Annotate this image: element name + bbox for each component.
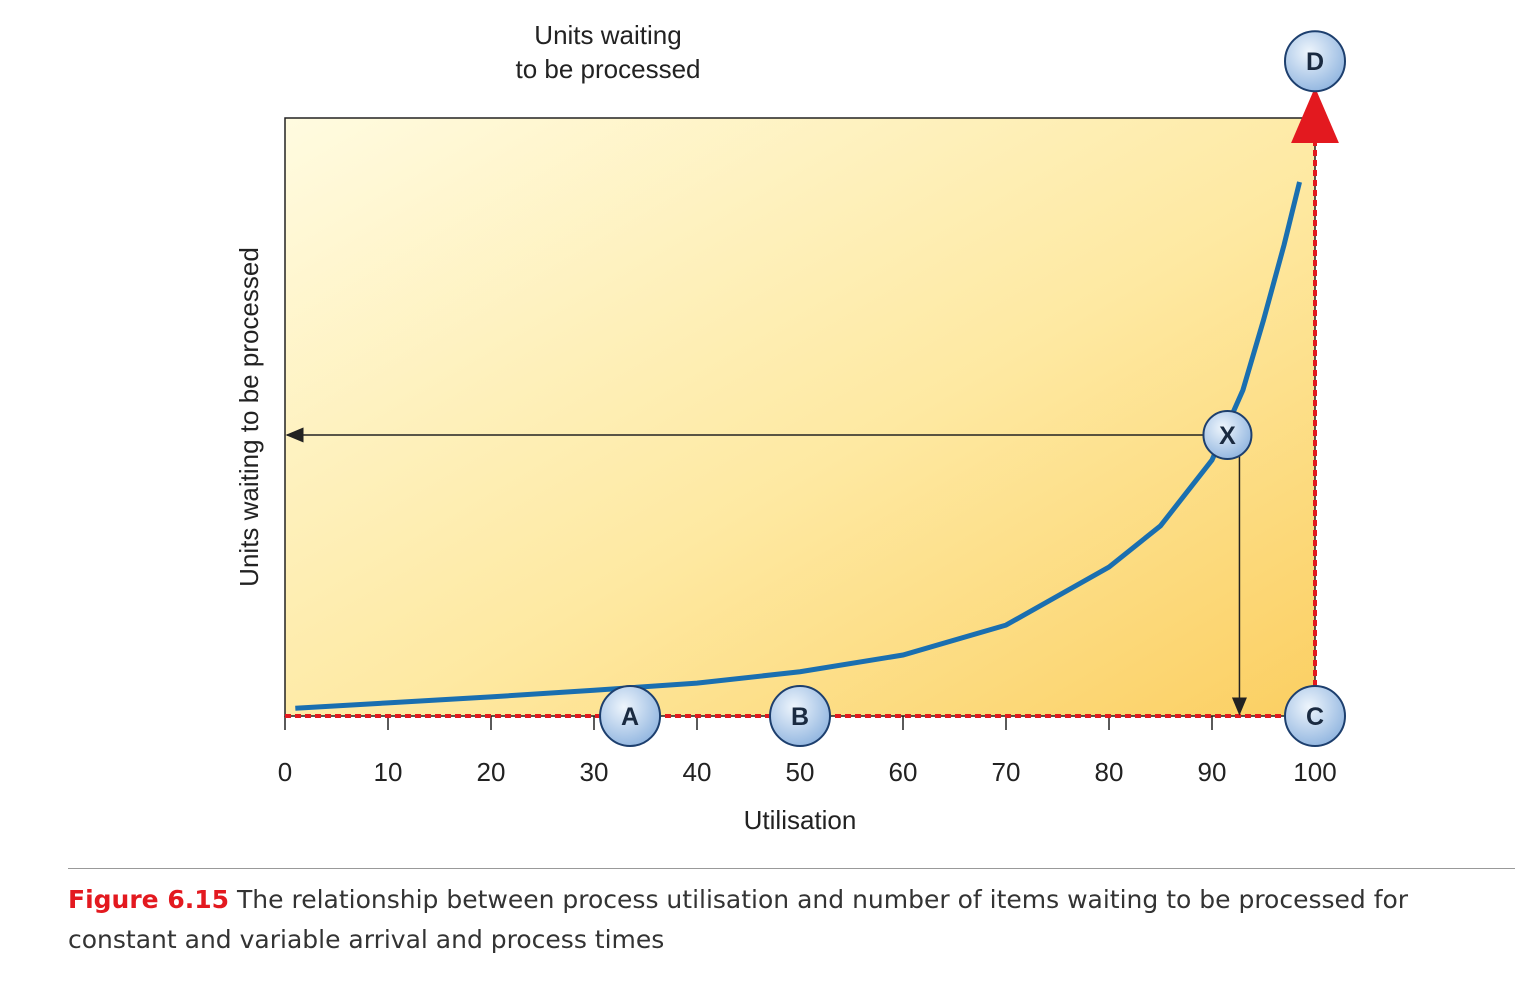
top-label: to be processed (515, 54, 700, 84)
point-marker (769, 685, 831, 747)
point-marker (1284, 685, 1346, 747)
chart: Units waiting to be processed Units wait… (234, 20, 1346, 835)
plot-area (284, 117, 1316, 717)
y-axis-label: Units waiting to be processed (234, 247, 264, 587)
point-label: B (791, 703, 809, 731)
x-tick-label: 0 (278, 757, 292, 787)
point-label: D (1306, 48, 1324, 76)
point-label: X (1219, 422, 1236, 450)
x-tick-label: 30 (580, 757, 609, 787)
point-label: C (1306, 703, 1324, 731)
point-marker (1202, 409, 1253, 460)
x-tick-label: 40 (683, 757, 712, 787)
x-tick-label: 60 (889, 757, 918, 787)
x-tick-label: 70 (992, 757, 1021, 787)
x-tick-label: 100 (1293, 757, 1336, 787)
caption-text: The relationship between process utilisa… (68, 885, 1409, 954)
x-tick-label: 20 (477, 757, 506, 787)
x-tick-label: 80 (1095, 757, 1124, 787)
curve (295, 181, 1302, 711)
x-tick-label: 90 (1198, 757, 1227, 787)
caption: Figure 6.15 The relationship between proc… (68, 880, 1488, 960)
point-marker (1284, 30, 1346, 93)
point-marker (599, 685, 662, 747)
x-tick-label: 50 (786, 757, 815, 787)
figure-number: Figure 6.15 (68, 885, 230, 914)
x-axis-label: Utilisation (744, 805, 857, 835)
x-tick-label: 10 (374, 757, 403, 787)
separator (68, 868, 1515, 869)
point-label: A (621, 703, 639, 731)
top-label: Units waiting (534, 20, 681, 50)
